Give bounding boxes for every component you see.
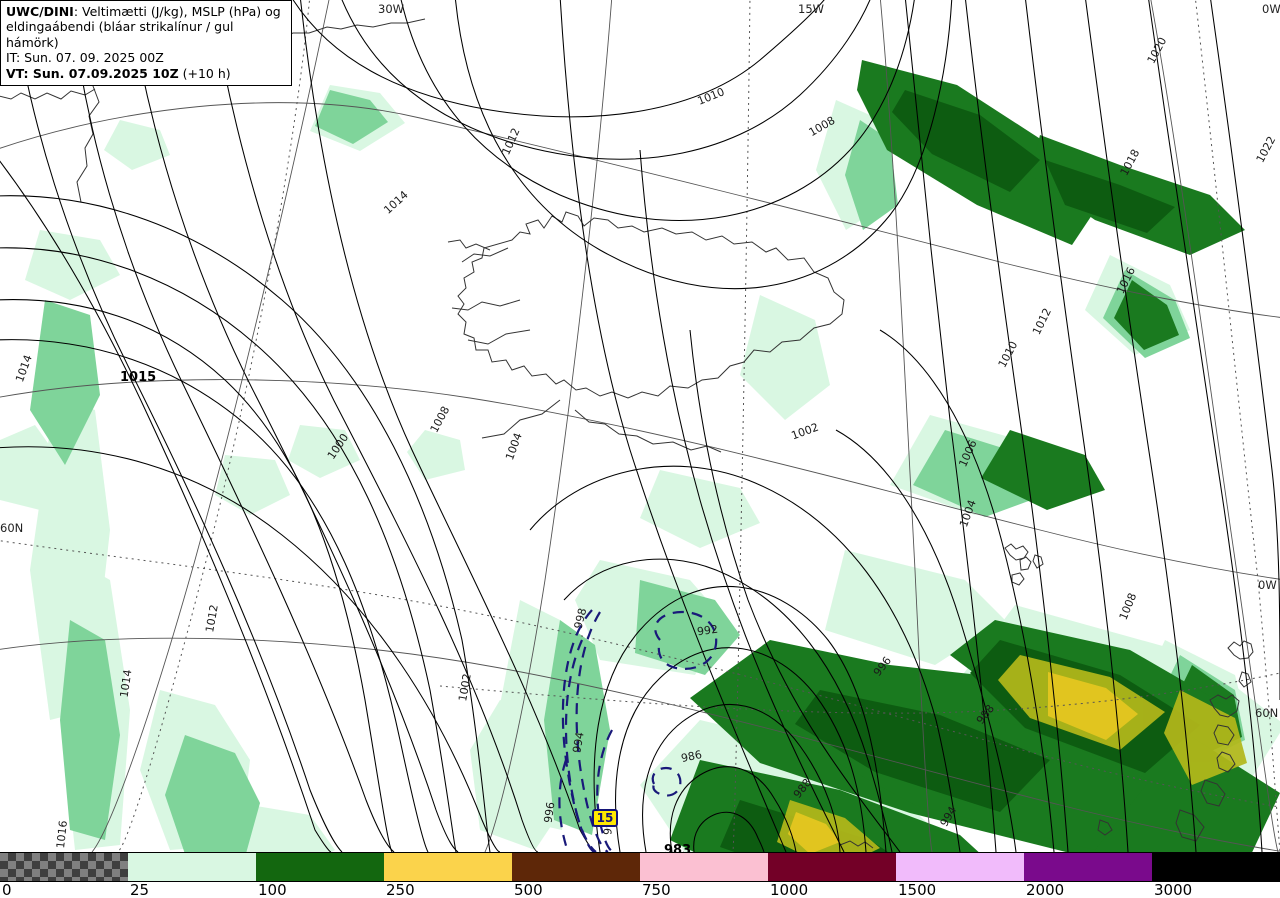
colorbar-tick: 1000: [770, 881, 809, 898]
colorbar-segment-3: [384, 853, 512, 881]
map-graphics: [0, 0, 1280, 852]
colorbar-segment-7: [896, 853, 1024, 881]
lightning-contours: [558, 609, 718, 852]
colorbar-tick-labels: 0 25 100 250 500 750 1000 1500 2000 3000: [0, 882, 1280, 898]
title-line-valid-time: VT: Sun. 07.09.2025 10Z (+10 h): [6, 66, 286, 81]
colorbar-segment-6: [768, 853, 896, 881]
graticule: [0, 0, 1280, 852]
cape-shading-layer: [0, 60, 1280, 852]
colorbar-segment-4: [512, 853, 640, 881]
dotted-meridians: [0, 0, 1280, 852]
colorbar-tick: 250: [386, 881, 415, 898]
colorbar-tick: 500: [514, 881, 543, 898]
valid-time-value: VT: Sun. 07.09.2025 10Z: [6, 65, 179, 81]
valid-time-offset: (+10 h): [178, 65, 231, 81]
colorbar-tick: 3000: [1154, 881, 1193, 898]
colorbar-segment-2: [256, 853, 384, 881]
colorbar-tick: 2000: [1026, 881, 1065, 898]
forecast-map[interactable]: 30W 15W 0W 60N 0W 60N 1010 1008 1012 101…: [0, 0, 1280, 852]
colorbar-tick: 100: [258, 881, 287, 898]
product-description: : Veltimætti (J/kg), MSLP (hPa) og eldin…: [6, 4, 281, 50]
title-line-product: UWC/DINI: Veltimætti (J/kg), MSLP (hPa) …: [6, 4, 286, 50]
colorbar-segment-5: [640, 853, 768, 881]
colorbar-tick: 1500: [898, 881, 937, 898]
model-name: UWC/DINI: [6, 4, 74, 19]
isobars: [0, 0, 1280, 852]
colorbar-segment-0: [0, 853, 128, 881]
title-line-init-time: IT: Sun. 07. 09. 2025 00Z: [6, 50, 164, 66]
lightning-max-marker[interactable]: 15: [592, 809, 618, 829]
colorbar-tick: 0: [2, 881, 12, 898]
colorbar-segment-9: [1152, 853, 1280, 881]
colorbar-strip[interactable]: [0, 852, 1280, 882]
colorbar-tick: 750: [642, 881, 671, 898]
lightning-max-value: 15: [592, 809, 618, 827]
colorbar-segment-8: [1024, 853, 1152, 881]
colorbar-segment-1: [128, 853, 256, 881]
colorbar-tick: 25: [130, 881, 150, 898]
map-title-box: UWC/DINI: Veltimætti (J/kg), MSLP (hPa) …: [0, 0, 292, 87]
colorbar-legend: 0 25 100 250 500 750 1000 1500 2000 3000: [0, 852, 1280, 898]
